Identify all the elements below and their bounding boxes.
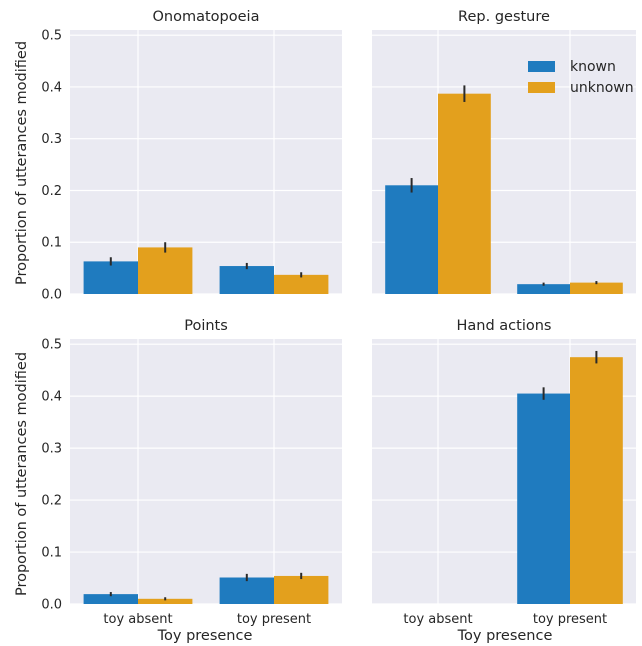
panel-background: [70, 339, 342, 604]
y-tick-label: 0.4: [41, 390, 62, 405]
bar-known: [83, 594, 138, 604]
bar-unknown: [274, 274, 329, 294]
bar-known: [385, 185, 438, 294]
bar-unknown: [138, 247, 193, 294]
y-tick-label: 0.5: [41, 29, 62, 44]
legend-label-known: known: [570, 59, 616, 75]
y-tick-label: 0.0: [41, 598, 62, 613]
y-tick-label: 0.1: [41, 236, 62, 251]
bar-unknown: [570, 357, 623, 604]
y-tick-label: 0.3: [41, 132, 62, 147]
bar-known: [219, 577, 274, 604]
y-tick-label: 0.2: [41, 184, 62, 199]
bar-known: [219, 266, 274, 294]
y-tick-label: 0.4: [41, 80, 62, 95]
x-tick-label: toy present: [237, 612, 311, 627]
y-tick-label: 0.3: [41, 442, 62, 457]
panel-title: Hand actions: [457, 318, 552, 334]
x-axis-label-right: Toy presence: [457, 628, 553, 644]
panel-title: Rep. gesture: [458, 9, 550, 25]
bar-known: [517, 284, 570, 294]
y-tick-label: 0.0: [41, 288, 62, 303]
panel-title: Points: [184, 318, 228, 334]
x-tick-label: toy present: [533, 612, 607, 627]
x-tick-label: toy absent: [403, 612, 472, 627]
panel-title: Onomatopoeia: [153, 9, 260, 25]
panel-rep-gesture: Rep. gesture known unknown: [372, 9, 636, 295]
y-tick-label: 0.1: [41, 546, 62, 561]
y-tick-label: 0.5: [41, 338, 62, 353]
legend-label-unknown: unknown: [570, 80, 634, 96]
panel-background: [70, 30, 342, 294]
bar-unknown: [438, 93, 491, 294]
y-tick-label: 0.2: [41, 494, 62, 509]
bar-unknown: [274, 575, 329, 604]
y-axis-label-top: Proportion of utterances modified: [14, 41, 30, 285]
legend-swatch-unknown: [528, 82, 555, 93]
bar-unknown: [138, 598, 193, 604]
panel-hand-actions: Hand actions toy absent toy present: [372, 318, 636, 627]
bar-known: [83, 261, 138, 294]
y-axis-label-bottom: Proportion of utterances modified: [14, 352, 30, 596]
legend: known unknown: [528, 59, 634, 96]
x-tick-label: toy absent: [103, 612, 172, 627]
panel-points: 0.0 0.1 0.2 0.3 0.4 0.5 Points toy absent toy pr…: [41, 318, 342, 627]
bar-unknown: [570, 282, 623, 294]
panel-onomatopoeia: 0.0 0.1 0.2 0.3 0.4 0.5 Onomatopoeia: [41, 9, 342, 303]
legend-swatch-known: [528, 61, 555, 72]
x-axis-label-left: Toy presence: [157, 628, 253, 644]
bar-known: [517, 393, 570, 604]
